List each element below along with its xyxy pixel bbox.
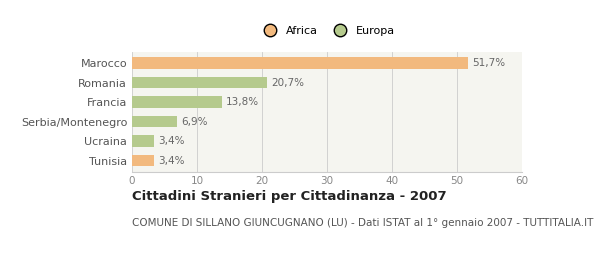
Text: COMUNE DI SILLANO GIUNCUGNANO (LU) - Dati ISTAT al 1° gennaio 2007 - TUTTITALIA.: COMUNE DI SILLANO GIUNCUGNANO (LU) - Dat… (132, 218, 593, 228)
Legend: Africa, Europa: Africa, Europa (257, 24, 397, 38)
Text: 6,9%: 6,9% (181, 116, 208, 127)
Bar (132, 96, 222, 108)
Bar (132, 155, 154, 166)
Text: 13,8%: 13,8% (226, 97, 259, 107)
Text: 51,7%: 51,7% (473, 58, 506, 68)
Text: 3,4%: 3,4% (158, 136, 185, 146)
Bar (132, 77, 266, 88)
Bar (132, 116, 177, 127)
Text: Cittadini Stranieri per Cittadinanza - 2007: Cittadini Stranieri per Cittadinanza - 2… (132, 190, 446, 203)
Bar (132, 57, 468, 69)
Text: 20,7%: 20,7% (271, 77, 304, 88)
Bar (132, 135, 154, 147)
Text: 3,4%: 3,4% (158, 155, 185, 166)
